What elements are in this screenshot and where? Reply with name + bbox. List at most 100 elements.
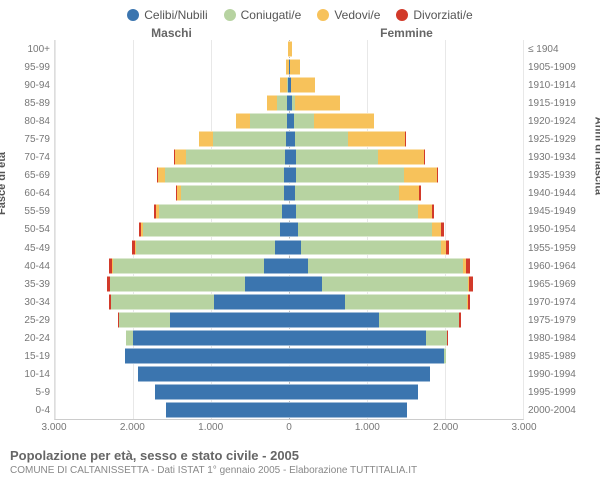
female-bar [289,312,523,328]
legend-label: Vedovi/e [334,8,380,22]
age-label: 100+ [10,40,50,58]
female-bar [289,294,523,310]
y-left-axis-title: Fasce di età [0,152,8,215]
pyramid-row [55,239,523,257]
male-bar [55,366,289,382]
male-bar [55,185,289,201]
female-bar [289,330,523,346]
pyramid-row [55,220,523,238]
female-bar [289,185,523,201]
year-label: ≤ 1904 [528,40,590,58]
male-bar [55,113,289,129]
age-label: 45-49 [10,239,50,257]
age-axis-labels: 100+95-9990-9485-8980-8475-7970-7465-696… [10,40,54,420]
male-bar [55,95,289,111]
age-label: 80-84 [10,112,50,130]
pyramid-row [55,94,523,112]
year-label: 1995-1999 [528,384,590,402]
legend-swatch [396,9,408,21]
x-axis: 3.0002.0001.00001.0002.0003.000 [10,422,590,440]
year-label: 1940-1944 [528,185,590,203]
gender-headers: Maschi Femmine [10,26,590,40]
female-bar [289,366,523,382]
age-label: 70-74 [10,149,50,167]
male-bar [55,330,289,346]
male-bar [55,167,289,183]
male-bar [55,348,289,364]
x-tick: 2.000 [433,422,458,433]
legend-label: Divorziati/e [413,8,472,22]
age-label: 5-9 [10,384,50,402]
female-bar [289,348,523,364]
year-label: 1905-1909 [528,58,590,76]
year-label: 1960-1964 [528,257,590,275]
legend-item: Vedovi/e [317,8,380,22]
male-bar [55,59,289,75]
pyramid-row [55,329,523,347]
pyramid-row [55,148,523,166]
age-label: 55-59 [10,203,50,221]
year-label: 2000-2004 [528,402,590,420]
age-label: 0-4 [10,402,50,420]
male-bar [55,77,289,93]
header-male: Maschi [54,26,289,40]
pyramid-row [55,365,523,383]
legend-swatch [224,9,236,21]
male-bar [55,294,289,310]
year-label: 1920-1924 [528,112,590,130]
x-tick: 0 [286,422,292,433]
year-label: 1955-1959 [528,239,590,257]
x-tick: 2.000 [120,422,145,433]
male-bar [55,276,289,292]
age-label: 85-89 [10,94,50,112]
female-bar [289,276,523,292]
pyramid-row [55,40,523,58]
bar-area [54,40,524,420]
legend-item: Divorziati/e [396,8,472,22]
pyramid-row [55,58,523,76]
year-label: 1910-1914 [528,76,590,94]
male-bar [55,312,289,328]
age-label: 60-64 [10,185,50,203]
pyramid-row [55,130,523,148]
age-label: 40-44 [10,257,50,275]
age-label: 95-99 [10,58,50,76]
header-female: Femmine [289,26,524,40]
chart-title: Popolazione per età, sesso e stato civil… [10,448,590,463]
female-bar [289,222,523,238]
legend-label: Coniugati/e [241,8,302,22]
female-bar [289,402,523,418]
gridline [523,40,524,419]
female-bar [289,258,523,274]
female-bar [289,384,523,400]
age-label: 30-34 [10,293,50,311]
y-right-axis-title: Anni di nascita [592,117,600,195]
female-bar [289,113,523,129]
pyramid-row [55,257,523,275]
year-label: 1985-1989 [528,348,590,366]
year-label: 1930-1934 [528,149,590,167]
female-bar [289,204,523,220]
pyramid-row [55,275,523,293]
age-label: 35-39 [10,275,50,293]
male-bar [55,41,289,57]
pyramid-row [55,112,523,130]
year-axis-labels: ≤ 19041905-19091910-19141915-19191920-19… [524,40,590,420]
age-label: 65-69 [10,167,50,185]
plot-area: 100+95-9990-9485-8980-8475-7970-7465-696… [10,40,590,420]
x-tick: 3.000 [511,422,536,433]
female-bar [289,240,523,256]
pyramid-row [55,184,523,202]
year-label: 1950-1954 [528,221,590,239]
chart-subtitle: COMUNE DI CALTANISSETTA - Dati ISTAT 1° … [10,465,590,476]
legend-swatch [317,9,329,21]
male-bar [55,204,289,220]
pyramid-row [55,383,523,401]
age-label: 50-54 [10,221,50,239]
female-bar [289,167,523,183]
female-bar [289,59,523,75]
female-bar [289,41,523,57]
year-label: 1965-1969 [528,275,590,293]
year-label: 1980-1984 [528,330,590,348]
age-label: 75-79 [10,130,50,148]
